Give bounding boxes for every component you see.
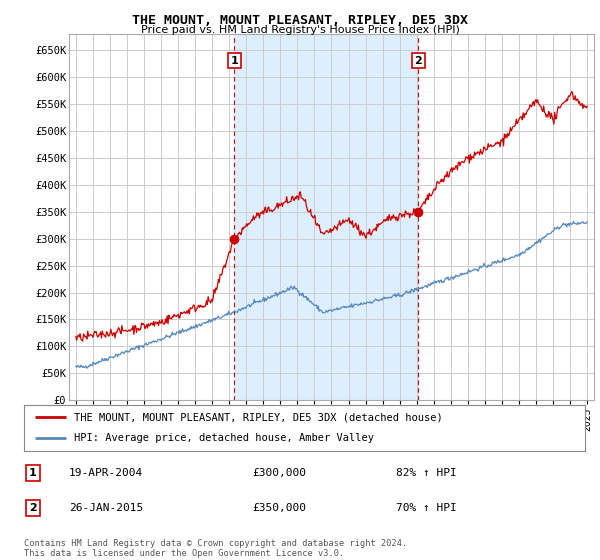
Text: 82% ↑ HPI: 82% ↑ HPI	[396, 468, 457, 478]
Bar	[235, 34, 418, 400]
Text: 2: 2	[415, 55, 422, 66]
Text: HPI: Average price, detached house, Amber Valley: HPI: Average price, detached house, Ambe…	[74, 433, 374, 444]
Text: THE MOUNT, MOUNT PLEASANT, RIPLEY, DE5 3DX (detached house): THE MOUNT, MOUNT PLEASANT, RIPLEY, DE5 3…	[74, 412, 443, 422]
Text: Price paid vs. HM Land Registry's House Price Index (HPI): Price paid vs. HM Land Registry's House …	[140, 25, 460, 35]
Text: £350,000: £350,000	[252, 503, 306, 513]
Text: 2: 2	[29, 503, 37, 513]
Text: THE MOUNT, MOUNT PLEASANT, RIPLEY, DE5 3DX: THE MOUNT, MOUNT PLEASANT, RIPLEY, DE5 3…	[132, 14, 468, 27]
Text: Contains HM Land Registry data © Crown copyright and database right 2024.
This d: Contains HM Land Registry data © Crown c…	[24, 539, 407, 558]
Text: 70% ↑ HPI: 70% ↑ HPI	[396, 503, 457, 513]
Text: 1: 1	[230, 55, 238, 66]
Text: £300,000: £300,000	[252, 468, 306, 478]
Text: 1: 1	[29, 468, 37, 478]
Text: 19-APR-2004: 19-APR-2004	[69, 468, 143, 478]
Text: 26-JAN-2015: 26-JAN-2015	[69, 503, 143, 513]
